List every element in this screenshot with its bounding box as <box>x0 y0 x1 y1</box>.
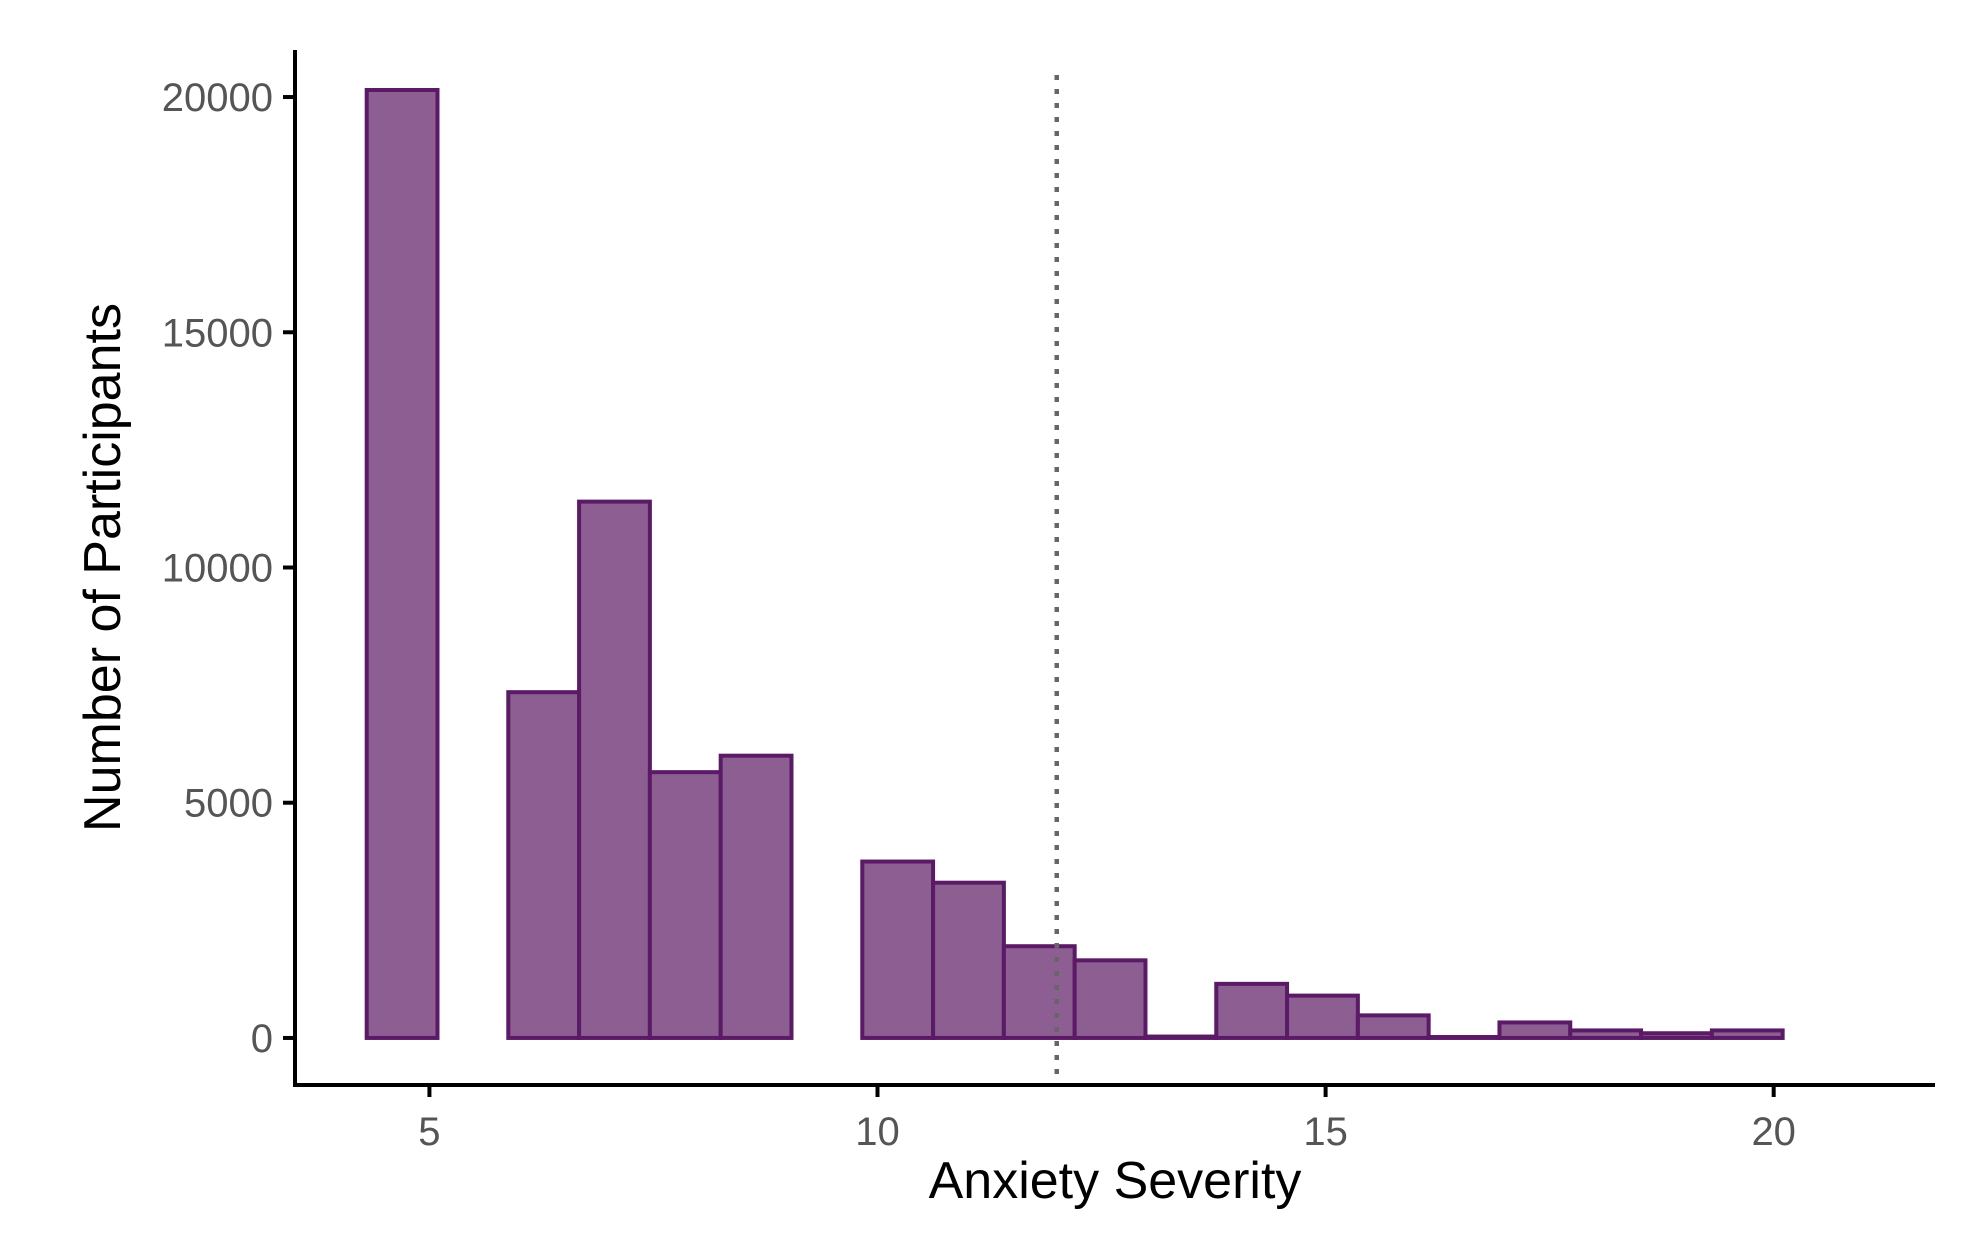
histogram-bar-8 <box>860 859 936 1040</box>
y-tick-label: 20000 <box>162 76 273 120</box>
x-tick-label: 15 <box>1303 1110 1348 1154</box>
histogram-bar-13 <box>1214 981 1290 1040</box>
x-tick-label: 10 <box>855 1110 900 1154</box>
histogram-bar-6 <box>718 753 794 1040</box>
histogram-bar-1 <box>364 87 440 1040</box>
histogram-bar-20 <box>1709 1028 1785 1040</box>
histogram-bar-14 <box>1285 993 1360 1040</box>
histogram-bar-17 <box>1497 1020 1573 1040</box>
histogram-bar-11 <box>1072 958 1148 1040</box>
bars-group <box>364 87 1785 1040</box>
histogram-bar-4 <box>577 499 652 1040</box>
histogram-bar-9 <box>931 880 1006 1040</box>
histogram-bar-19 <box>1639 1031 1714 1040</box>
histogram-bar-5 <box>647 770 723 1040</box>
histogram-bar-3 <box>506 690 582 1040</box>
x-tick-label: 20 <box>1751 1110 1796 1154</box>
y-axis-title: Number of Participants <box>74 303 132 832</box>
y-tick-label: 5000 <box>184 782 273 826</box>
histogram-bar-12 <box>1143 1034 1219 1040</box>
histogram-bar-15 <box>1355 1013 1431 1040</box>
y-ticks-group: 0 5000 10000 15000 20000 <box>162 76 295 1061</box>
y-tick-label: 15000 <box>162 311 273 355</box>
histogram-bar-18 <box>1568 1028 1644 1040</box>
x-tick-label: 5 <box>418 1110 440 1154</box>
histogram-bar-10 <box>1001 944 1077 1040</box>
x-axis-title: Anxiety Severity <box>929 1152 1302 1210</box>
histogram-bar-16 <box>1426 1035 1502 1040</box>
x-ticks-group: 5 10 15 20 <box>418 1085 1796 1154</box>
y-tick-label: 10000 <box>162 547 273 591</box>
y-tick-label: 0 <box>251 1017 273 1061</box>
